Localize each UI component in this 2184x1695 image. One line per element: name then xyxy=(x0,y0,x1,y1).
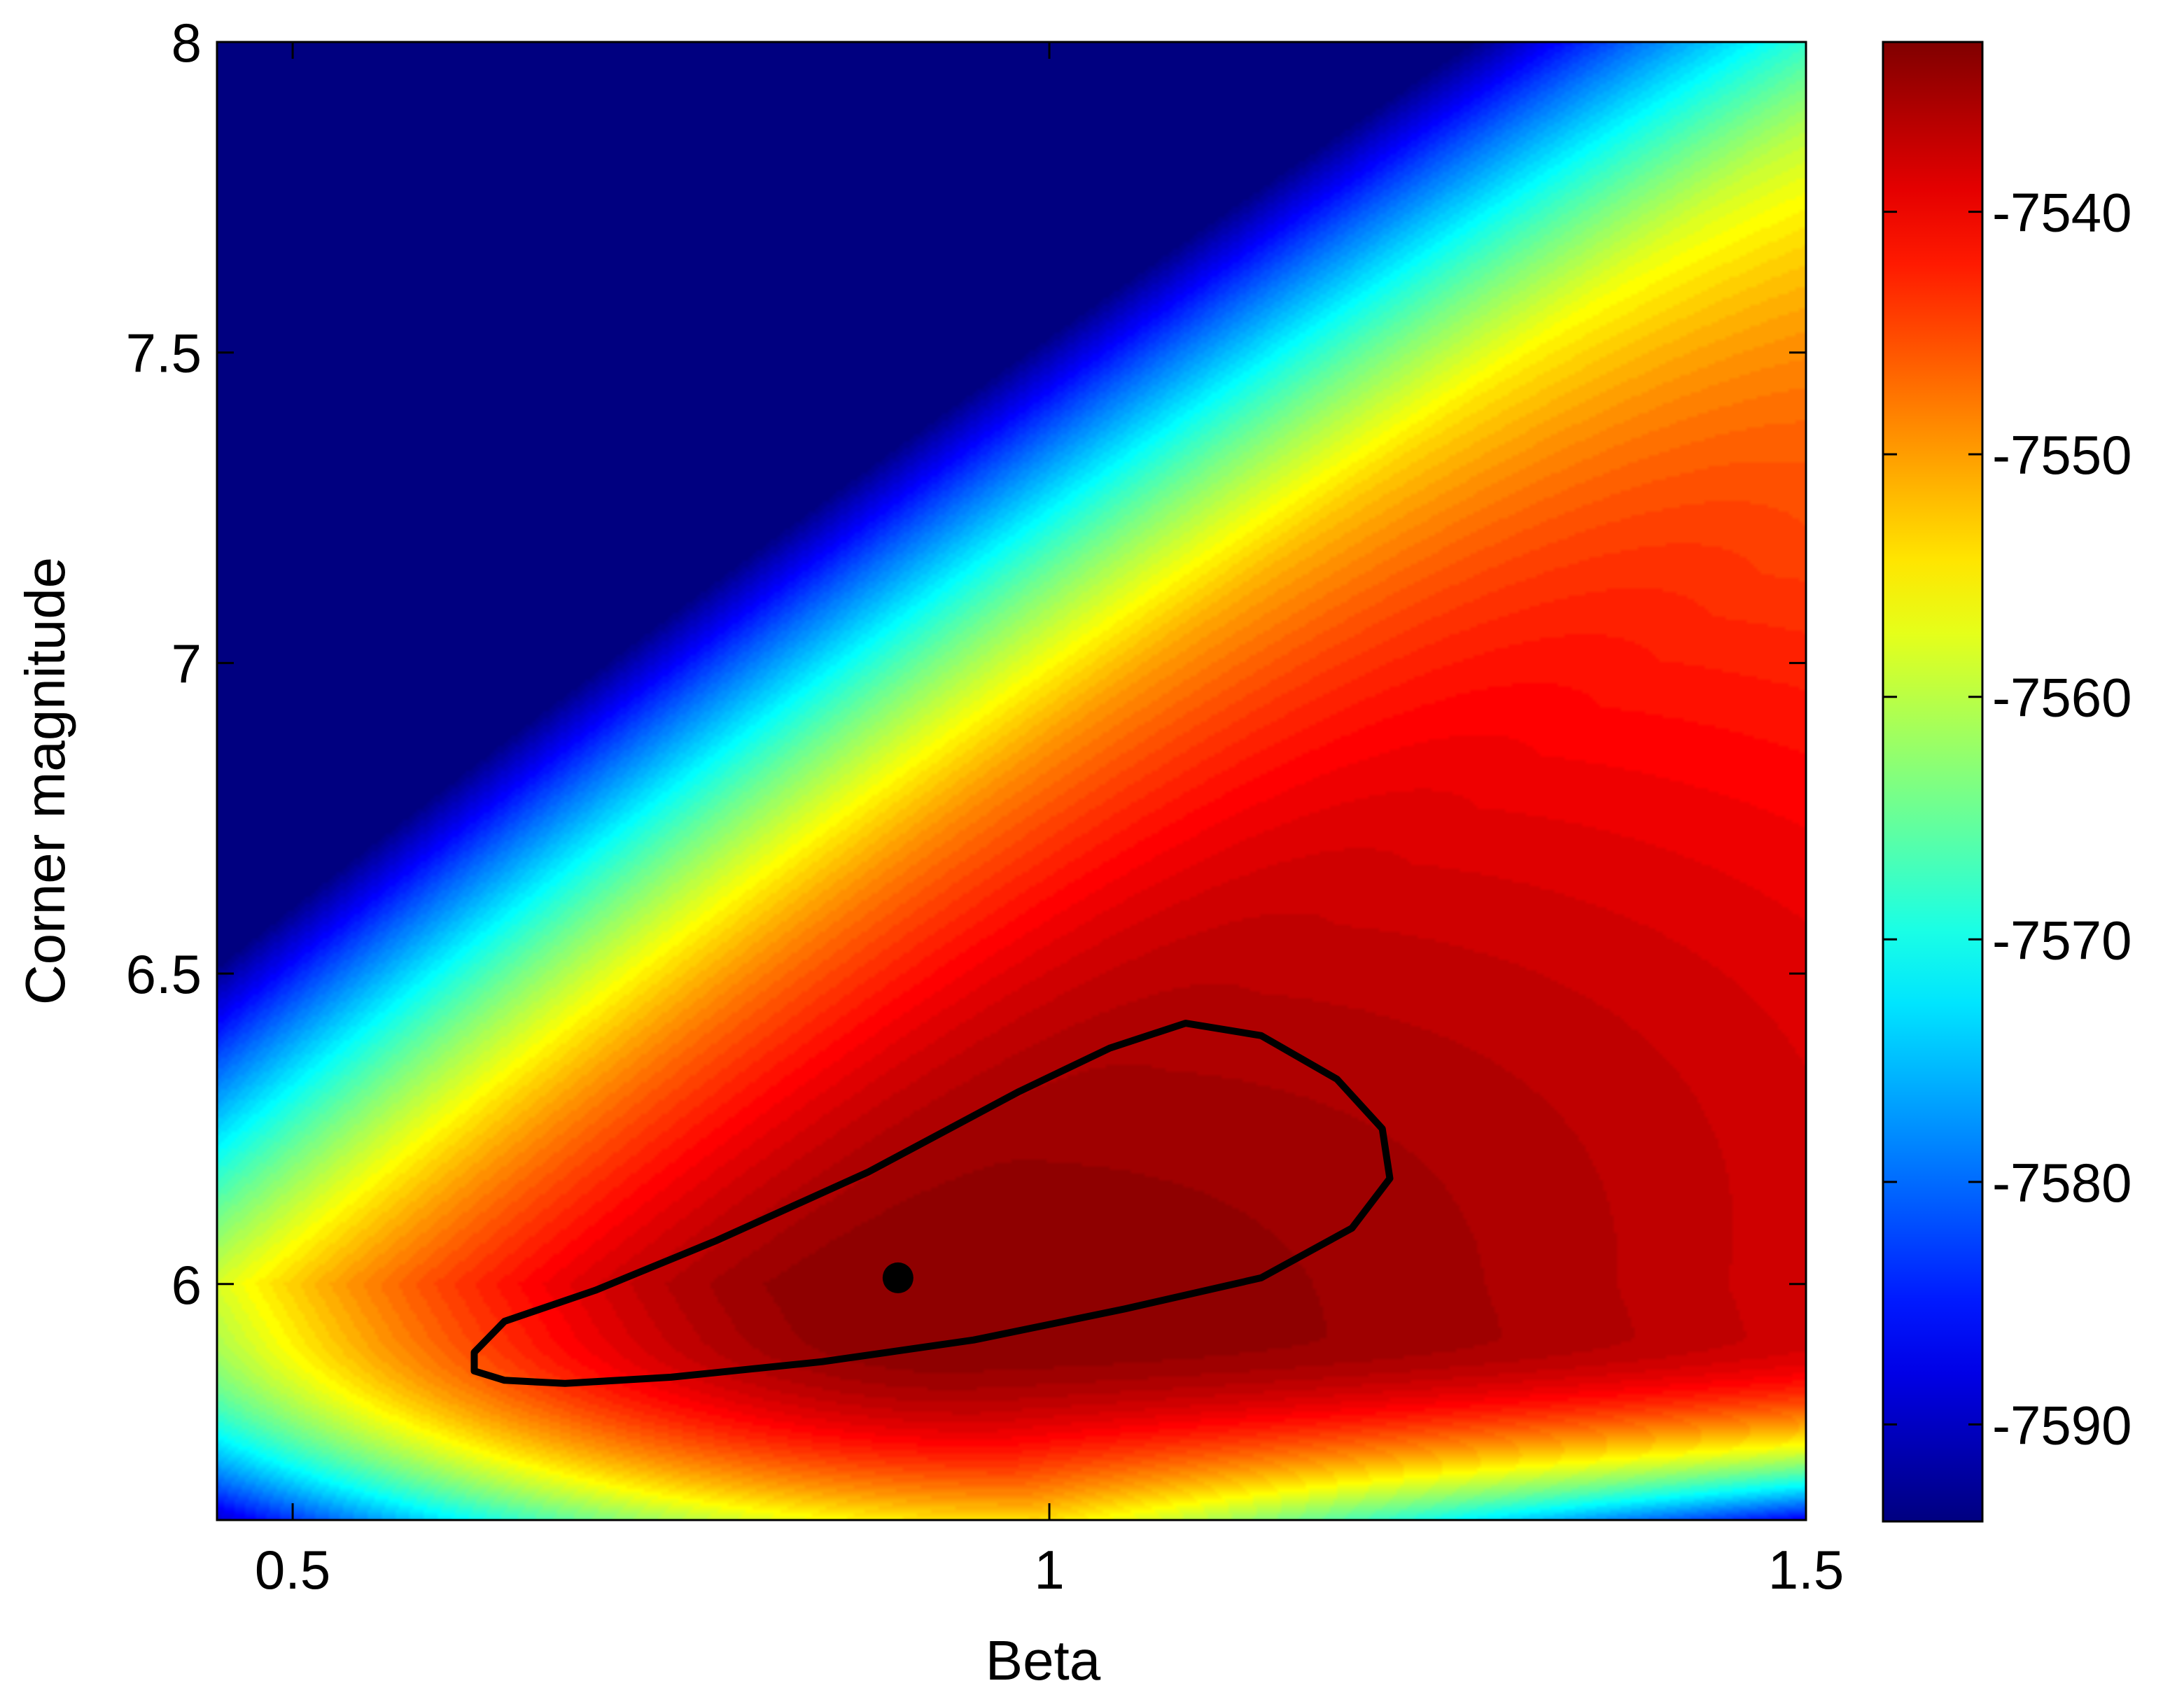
x-axis: 0.5 1 1.5 xyxy=(255,42,1844,1601)
plot-frame xyxy=(216,41,1807,1521)
colorbar-tick-label: -7540 xyxy=(1992,182,2132,244)
colorbar-ticks: -7540 -7550 -7560 -7570 -7580 -7590 xyxy=(1883,182,2132,1456)
heatmap-surface xyxy=(217,42,1806,1520)
colorbar-tick-label: -7550 xyxy=(1992,424,2132,486)
y-axis: 6 6.5 7 7.5 8 xyxy=(126,12,1806,1316)
plot-area xyxy=(216,41,1807,1521)
colorbar-tick-label: -7570 xyxy=(1992,909,2132,971)
y-tick-label: 6 xyxy=(172,1254,202,1316)
y-tick-label: 7 xyxy=(172,633,202,694)
confidence-contour xyxy=(470,1020,1394,1387)
colorbar-tick-label: -7560 xyxy=(1992,667,2132,729)
x-axis-title: Beta xyxy=(986,1629,1101,1692)
colorbar-tick-label: -7580 xyxy=(1992,1152,2132,1214)
colorbar: -7540 -7550 -7560 -7570 -7580 -7590 xyxy=(1882,41,2132,1523)
x-tick-label: 0.5 xyxy=(255,1539,330,1601)
x-tick-label: 1.5 xyxy=(1768,1539,1844,1601)
x-tick-label: 1 xyxy=(1034,1539,1064,1601)
colorbar-frame xyxy=(1882,41,1984,1523)
y-axis-title: Corner magnitude xyxy=(14,557,76,1005)
colorbar-gradient-bar xyxy=(1883,42,1982,1521)
y-tick-label: 7.5 xyxy=(126,323,202,384)
y-tick-label: 6.5 xyxy=(126,943,202,1005)
y-tick-label: 8 xyxy=(172,12,202,73)
colorbar-tick-label: -7590 xyxy=(1992,1394,2132,1456)
best-fit-point xyxy=(882,1262,913,1293)
